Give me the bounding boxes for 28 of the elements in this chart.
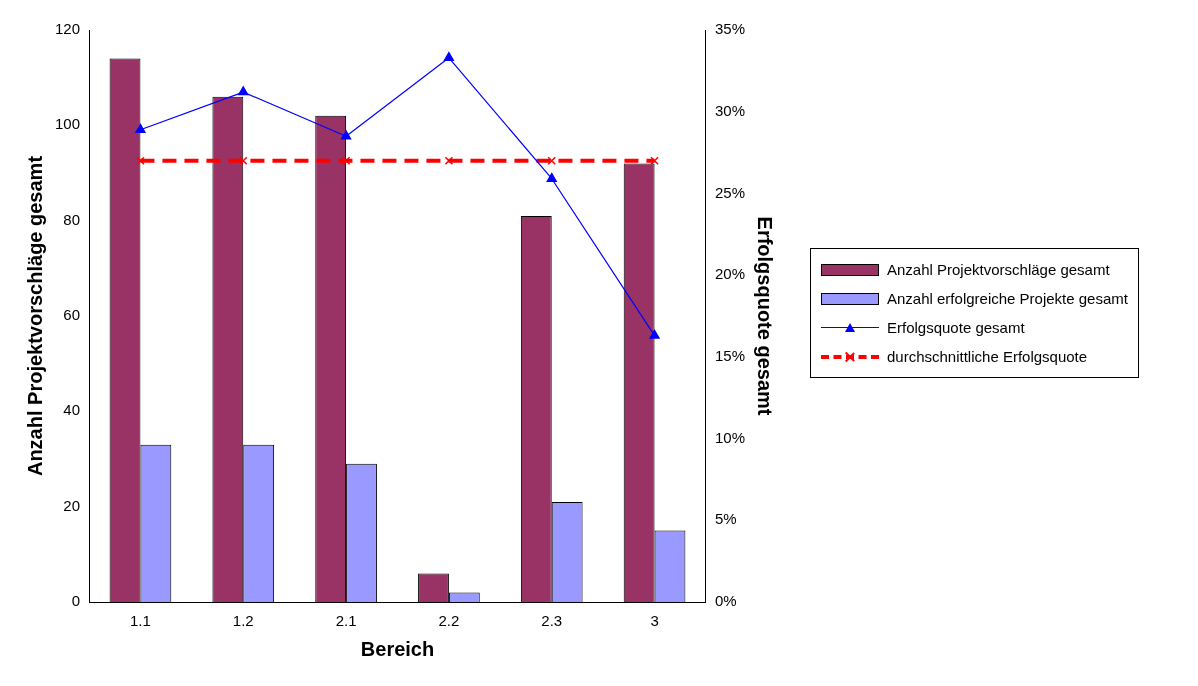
legend-label: Anzahl erfolgreiche Projekte gesamt [887, 290, 1128, 307]
y-tick-label: 120 [55, 20, 81, 38]
y-tick-label: 40 [63, 401, 81, 419]
y-tick-label: 100 [55, 115, 81, 133]
x-tick-label: 3 [650, 612, 659, 630]
x-axis-title: Bereich [360, 637, 435, 660]
y-tick-label: 20 [63, 496, 81, 514]
y2-tick-label: 35% [714, 20, 746, 38]
x-tick-label: 1.2 [232, 612, 254, 630]
y-tick-label: 80 [63, 210, 81, 228]
x-tick-label: 2.1 [335, 612, 357, 630]
y2-axis-title: Erfolgsquote gesamt [754, 216, 777, 416]
y2-tick-label: 30% [714, 101, 746, 119]
y2-tick-label: 5% [714, 510, 737, 528]
y2-tick-label: 0% [714, 592, 737, 610]
legend-label: Anzahl Projektvorschläge gesamt [887, 261, 1110, 278]
y2-tick-label: 25% [714, 183, 746, 201]
legend-label: Erfolgsquote gesamt [887, 319, 1025, 336]
x-tick-label: 2.2 [438, 612, 460, 630]
y2-tick-label: 20% [714, 265, 746, 283]
x-tick-label: 1.1 [130, 612, 151, 630]
y2-tick-label: 10% [714, 428, 746, 446]
y-tick-label: 0 [71, 592, 81, 610]
y-axis-title: Anzahl Projektvorschläge gesamt [23, 155, 46, 477]
legend-label: durchschnittliche Erfolgsquote [887, 348, 1088, 365]
y-tick-label: 60 [63, 306, 81, 324]
x-tick-label: 2.3 [541, 612, 563, 630]
y2-tick-label: 15% [714, 347, 746, 364]
